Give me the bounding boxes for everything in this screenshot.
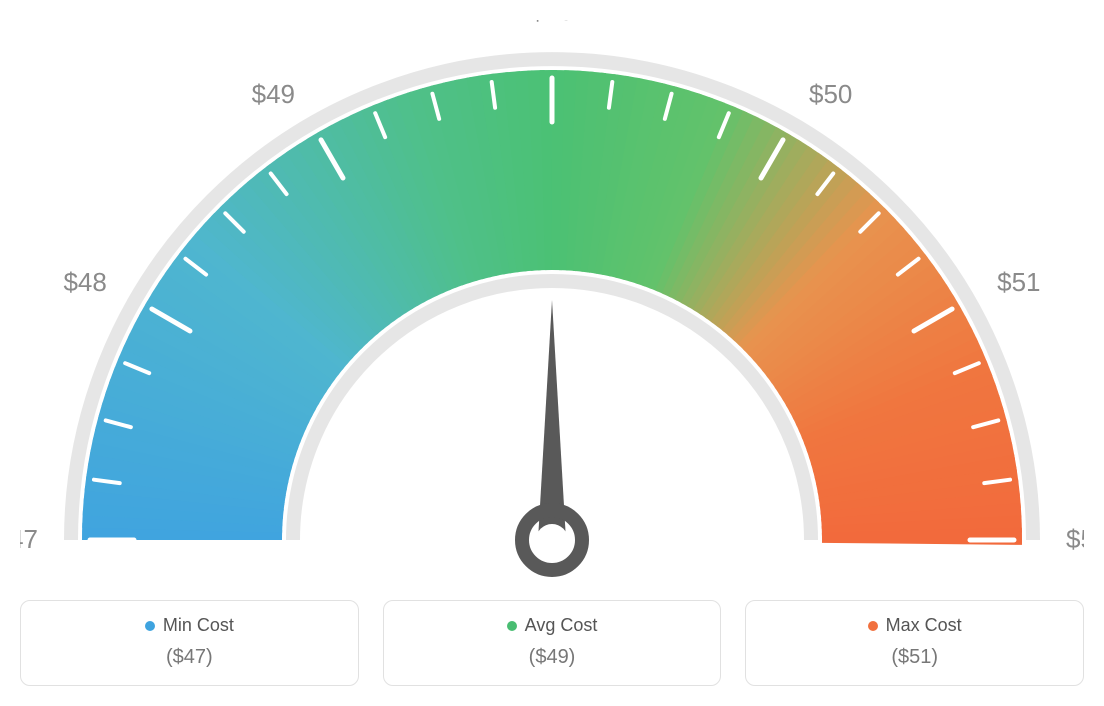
legend-title-min: Min Cost	[145, 615, 234, 636]
svg-text:$49: $49	[252, 79, 295, 109]
dot-icon-min	[145, 621, 155, 631]
svg-text:$47: $47	[20, 524, 38, 554]
svg-text:$48: $48	[63, 267, 106, 297]
svg-text:$49: $49	[530, 20, 573, 26]
legend-label-max: Max Cost	[886, 615, 962, 636]
gauge-chart: $47 $48 $49 $49 $50 $51 $51	[20, 20, 1084, 580]
svg-text:$50: $50	[809, 79, 852, 109]
legend-row: Min Cost ($47) Avg Cost ($49) Max Cost (…	[20, 600, 1084, 686]
svg-text:$51: $51	[997, 267, 1040, 297]
legend-value-avg: ($49)	[394, 646, 711, 669]
svg-text:$51: $51	[1066, 524, 1084, 554]
legend-title-max: Max Cost	[868, 615, 962, 636]
legend-label-avg: Avg Cost	[525, 615, 598, 636]
legend-card-min: Min Cost ($47)	[20, 600, 359, 686]
legend-card-max: Max Cost ($51)	[745, 600, 1084, 686]
chart-container: $47 $48 $49 $49 $50 $51 $51 Min Cost ($47) Avg…	[20, 20, 1084, 686]
dot-icon-avg	[507, 621, 517, 631]
legend-title-avg: Avg Cost	[507, 615, 598, 636]
legend-value-min: ($47)	[31, 646, 348, 669]
dot-icon-max	[868, 621, 878, 631]
legend-value-max: ($51)	[756, 646, 1073, 669]
legend-label-min: Min Cost	[163, 615, 234, 636]
legend-card-avg: Avg Cost ($49)	[383, 600, 722, 686]
